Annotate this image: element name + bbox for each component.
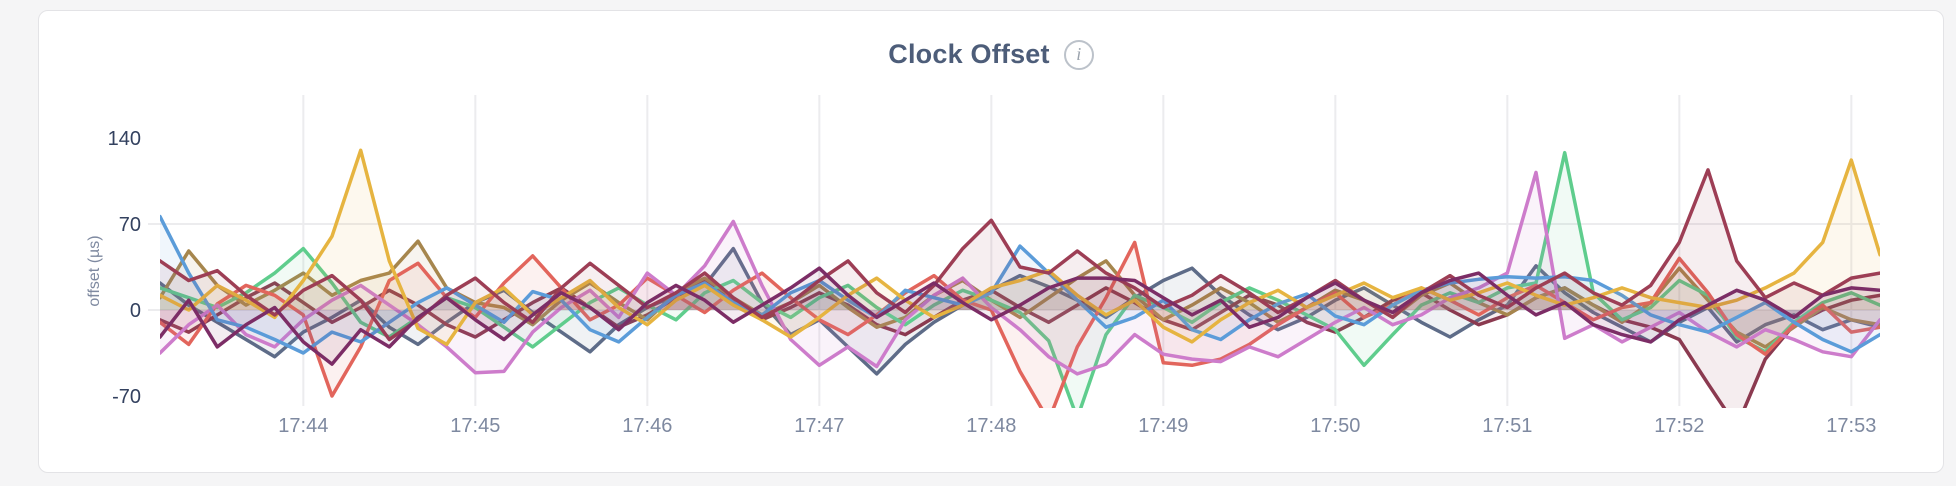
series-maroon-line: [160, 168, 1880, 342]
series-slate-area: [160, 248, 1880, 374]
chart-header: Clock Offset i: [39, 39, 1943, 70]
x-tick-label: 17:52: [1654, 415, 1704, 437]
x-tick-label: 17:46: [622, 415, 672, 437]
series-gold-area: [160, 150, 1880, 345]
series-maroon-area: [160, 169, 1880, 340]
series-blue-area: [160, 216, 1880, 353]
series-purple-line: [160, 266, 1880, 366]
x-tick-label: 17:47: [794, 415, 844, 437]
x-tick-label: 17:50: [1310, 415, 1360, 437]
x-tick-label: 17:49: [1138, 415, 1188, 437]
series-salmon-area: [160, 242, 1880, 408]
y-tick-label: 0: [130, 300, 141, 322]
x-tick-label: 17:48: [966, 415, 1016, 437]
y-tick-label: -70: [112, 386, 141, 408]
chart-title: Clock Offset: [888, 39, 1050, 69]
x-tick-label: 17:45: [450, 415, 500, 437]
series-slate-line: [160, 246, 1880, 376]
series-gold-line: [160, 148, 1880, 347]
series-blue-line: [160, 214, 1880, 355]
x-tick-label: 17:51: [1482, 415, 1532, 437]
series-purple-area: [160, 268, 1880, 365]
x-tick-label: 17:53: [1826, 415, 1876, 437]
y-tick-label: 140: [108, 128, 141, 150]
info-icon[interactable]: i: [1063, 39, 1094, 70]
plot-series-group: [160, 148, 1880, 408]
y-tick-label: 70: [119, 214, 141, 236]
plot-area[interactable]: [160, 95, 1880, 408]
x-tick-label: 17:44: [278, 415, 328, 437]
series-orchid-area: [160, 172, 1880, 374]
